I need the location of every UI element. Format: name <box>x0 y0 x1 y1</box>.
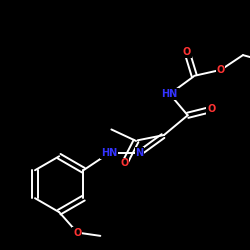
Text: HN: HN <box>162 89 178 99</box>
Text: O: O <box>207 104 216 115</box>
Text: O: O <box>183 47 191 57</box>
Text: HN: HN <box>101 148 117 158</box>
Text: O: O <box>73 228 82 237</box>
Text: O: O <box>120 158 129 168</box>
Text: O: O <box>216 65 225 75</box>
Text: N: N <box>135 148 143 158</box>
